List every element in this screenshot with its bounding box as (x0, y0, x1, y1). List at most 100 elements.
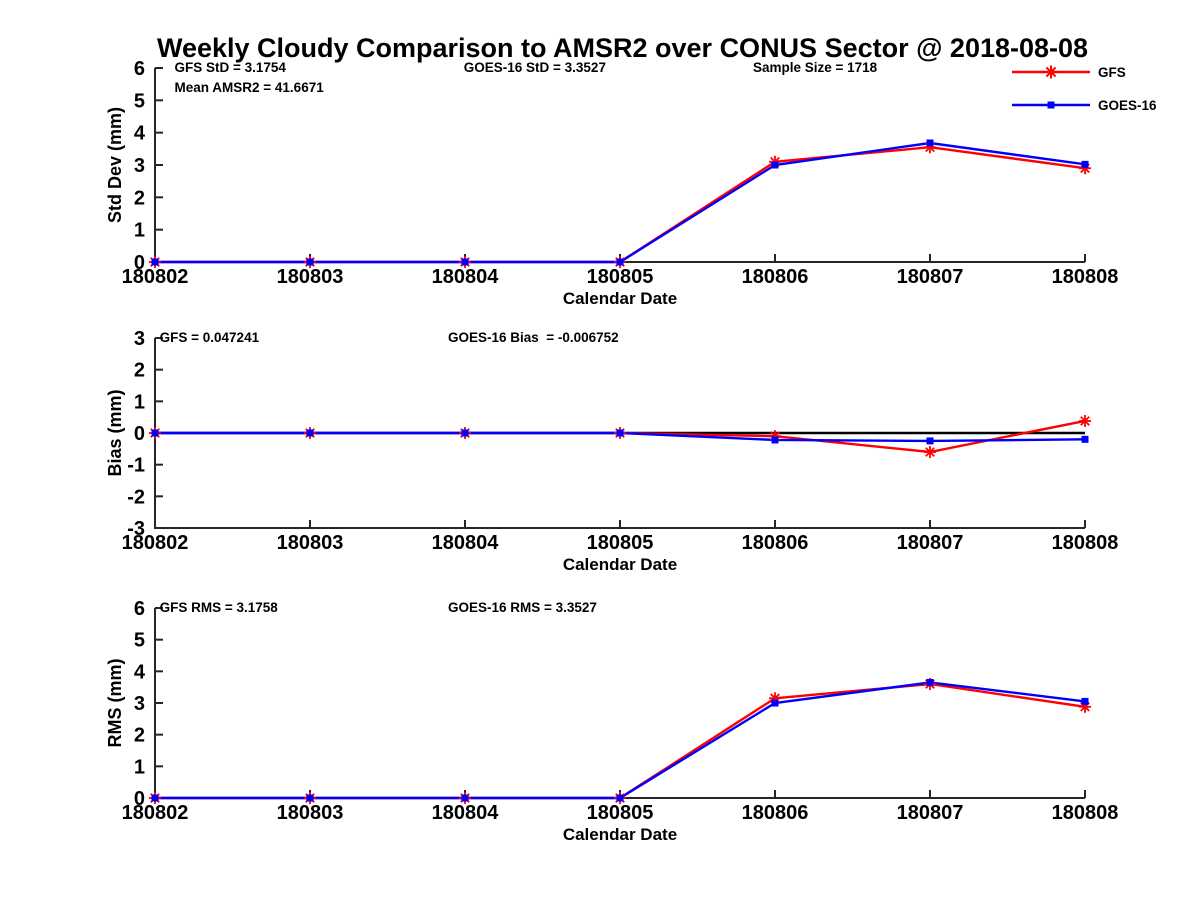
x-tick-label: 180807 (897, 802, 964, 824)
y-tick-label: 5 (134, 630, 145, 652)
x-tick-label: 180807 (897, 532, 964, 554)
marker-square (616, 258, 624, 266)
marker-square (461, 429, 469, 437)
subplot-std: 0 1 2 3 4 5 6 180802 180803 180804 180805 180806 180… (105, 58, 1118, 308)
x-tick-label: 180802 (122, 532, 189, 554)
asterisk-spoke (1080, 416, 1090, 426)
marker-asterisk (924, 446, 936, 458)
annotation: GFS StD = 3.1754 (175, 60, 287, 75)
series-line-goes-16 (155, 141, 1086, 264)
y-tick-label: 4 (134, 661, 146, 683)
y-tick-label: 0 (134, 252, 145, 274)
x-tick-label: 180807 (897, 266, 964, 288)
marker-square (306, 429, 314, 437)
y-tick-label: 3 (134, 155, 145, 177)
y-tick-label: 6 (134, 58, 145, 80)
x-tick-label: 180805 (587, 266, 654, 288)
gfs-line-asterisk-swatch (1012, 65, 1090, 79)
marker-square (306, 794, 314, 802)
marker-square (151, 794, 159, 802)
subplot-bias: -3 -2 -1 0 1 2 3 180802 180803 180804 180805 180806… (105, 328, 1118, 574)
chart-title: Weekly Cloudy Comparison to AMSR2 over C… (156, 33, 1089, 63)
series-line-gfs (155, 682, 1086, 800)
marker-square (1081, 435, 1089, 443)
legend-label-gfs: GFS (1098, 64, 1126, 80)
x-tick-label: 180806 (742, 802, 809, 824)
marker-square (151, 429, 159, 437)
marker-square (461, 258, 469, 266)
y-tick-label: 1 (134, 391, 145, 413)
y-tick-label: 5 (134, 90, 145, 112)
x-tick-label: 180802 (122, 802, 189, 824)
y-tick-label: -2 (127, 486, 145, 508)
x-axis-title: Calendar Date (563, 825, 677, 844)
annotation: Sample Size = 1718 (753, 60, 878, 75)
marker-asterisk (1079, 414, 1091, 427)
x-tick-label: 180805 (587, 802, 654, 824)
marker-square (771, 699, 779, 707)
goes16-line-square-swatch (1012, 101, 1090, 109)
legend-label-goes16: GOES-16 (1098, 97, 1157, 113)
y-tick-label: 6 (134, 598, 145, 620)
x-tick-label: 180802 (122, 266, 189, 288)
x-tick-label: 180804 (432, 532, 500, 554)
y-tick-label: 2 (134, 360, 145, 382)
marker-square (616, 794, 624, 802)
subplot-rms: 0 1 2 3 4 5 6 180802 180803 180804 180805 180806 180… (105, 598, 1118, 844)
x-tick-label: 180804 (432, 266, 500, 288)
marker-square (926, 139, 934, 147)
marker-square (926, 678, 934, 686)
y-tick-label: 3 (134, 693, 145, 715)
marker-square (461, 794, 469, 802)
x-tick-label: 180808 (1052, 802, 1119, 824)
x-tick-label: 180808 (1052, 266, 1119, 288)
y-tick-label: 2 (134, 725, 145, 747)
annotation: GFS = 0.047241 (160, 330, 260, 345)
y-tick-label: 3 (134, 328, 145, 350)
series-line-goes-16 (155, 681, 1086, 800)
marker-square (616, 429, 624, 437)
y-tick-label: 0 (134, 423, 145, 445)
asterisk-spoke (925, 447, 935, 457)
annotation: GOES-16 StD = 3.3527 (464, 60, 606, 75)
y-tick-label: 1 (134, 220, 145, 242)
marker-square (771, 436, 779, 444)
y-axis-title: Bias (mm) (105, 389, 125, 476)
x-tick-label: 180805 (587, 532, 654, 554)
y-axis-title: Std Dev (mm) (105, 107, 125, 223)
legend-entry-gfs: GFS (1012, 62, 1157, 82)
series-line-gfs (155, 146, 1086, 264)
x-tick-label: 180808 (1052, 532, 1119, 554)
y-axis-title: RMS (mm) (105, 658, 125, 747)
y-tick-label: -3 (127, 518, 145, 540)
x-tick-label: 180806 (742, 532, 809, 554)
x-tick-label: 180803 (277, 532, 344, 554)
y-tick-label: 2 (134, 187, 145, 209)
marker-square (151, 258, 159, 266)
annotation: GOES-16 Bias = -0.006752 (448, 330, 619, 345)
y-tick-label: -1 (127, 455, 145, 477)
marker-square (1081, 160, 1089, 168)
x-tick-label: 180804 (432, 802, 500, 824)
x-tick-label: 180803 (277, 802, 344, 824)
x-axis-title: Calendar Date (563, 555, 677, 574)
y-tick-label: 1 (134, 756, 145, 778)
legend-marker-asterisk (1044, 65, 1058, 79)
x-tick-label: 180803 (277, 266, 344, 288)
legend-entry-goes16: GOES-16 (1012, 95, 1157, 115)
marker-square (306, 258, 314, 266)
legend-marker-square (1047, 101, 1055, 109)
annotation: Mean AMSR2 = 41.6671 (175, 80, 325, 95)
marker-square (771, 161, 779, 169)
annotation: GOES-16 RMS = 3.3527 (448, 600, 597, 615)
asterisk-spoke (1045, 66, 1057, 78)
y-tick-label: 4 (134, 123, 146, 145)
annotation: GFS RMS = 3.1758 (160, 600, 279, 615)
legend: GFS GOES-16 (1012, 62, 1157, 128)
marker-square (926, 437, 934, 445)
marker-square (1081, 697, 1089, 705)
y-tick-label: 0 (134, 788, 145, 810)
x-axis-title: Calendar Date (563, 289, 677, 308)
